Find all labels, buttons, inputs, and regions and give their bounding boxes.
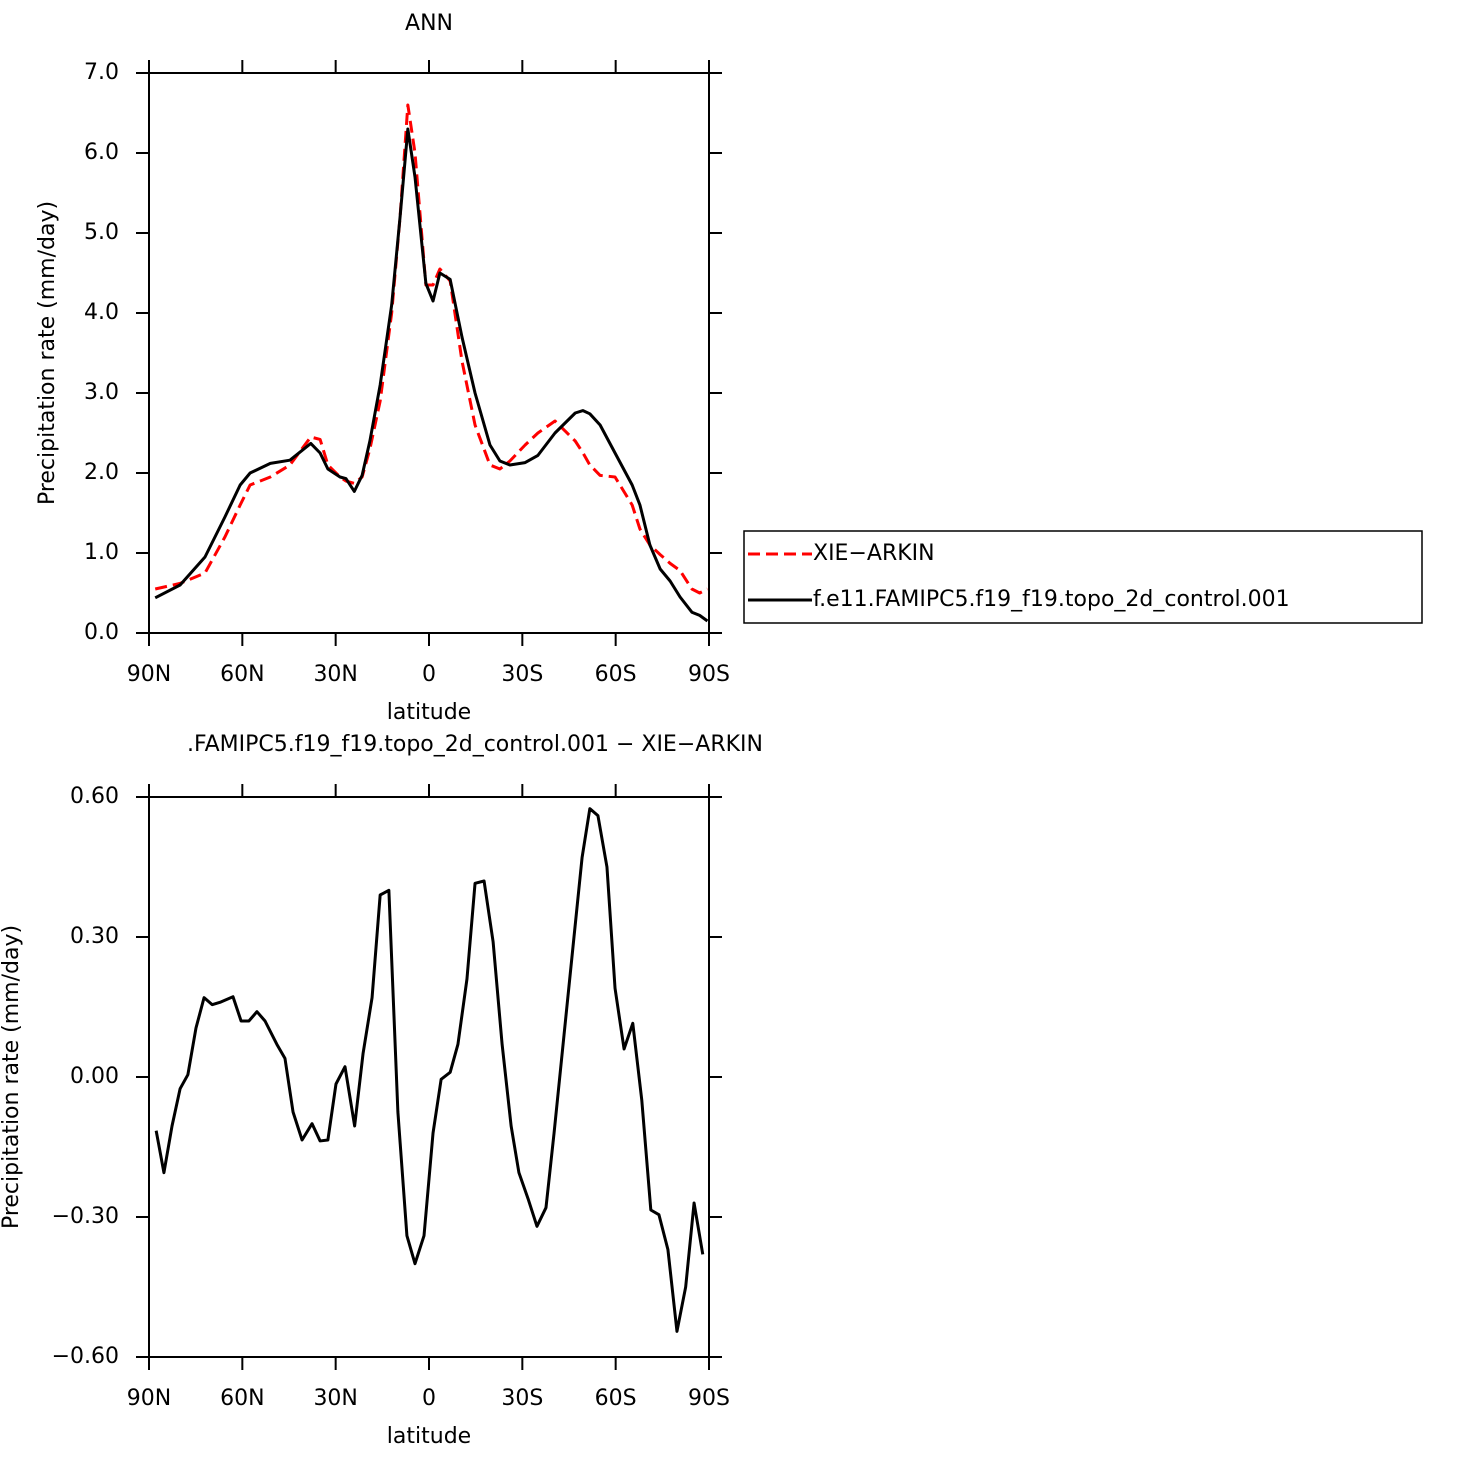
x-tick-label: 90N: [127, 1386, 171, 1411]
y-tick-label: 4.0: [84, 300, 119, 325]
legend-box: [743, 530, 1423, 624]
y-tick-label: 1.0: [84, 540, 119, 565]
x-tick-label: 60N: [220, 662, 264, 687]
chart-title: .FAMIPC5.f19_f19.topo_2d_control.001 − X…: [187, 732, 763, 757]
x-tick-label: 30N: [313, 1386, 357, 1411]
y-tick-label: 5.0: [84, 220, 119, 245]
x-tick-label: 90N: [127, 662, 171, 687]
plot-frame: [148, 72, 710, 634]
x-tick-label: 90S: [688, 1386, 730, 1411]
x-tick-label: 30N: [313, 662, 357, 687]
legend-label: f.e11.FAMIPC5.f19_f19.topo_2d_control.00…: [813, 587, 1290, 612]
x-tick-label: 90S: [688, 662, 730, 687]
y-tick-label: 7.0: [84, 60, 119, 85]
y-tick-label: −0.60: [52, 1344, 119, 1369]
plot-frame: [148, 796, 710, 1358]
y-axis-label: Precipitation rate (mm/day): [0, 925, 24, 1229]
x-tick-label: 60S: [595, 662, 637, 687]
x-tick-label: 0: [422, 662, 436, 687]
y-tick-label: 0.00: [70, 1064, 119, 1089]
x-tick-label: 30S: [501, 1386, 543, 1411]
data-line: [154, 127, 709, 623]
x-tick-label: 60N: [220, 1386, 264, 1411]
y-tick-label: 0.60: [70, 784, 119, 809]
x-tick-label: 0: [422, 1386, 436, 1411]
y-tick-label: 2.0: [84, 460, 119, 485]
y-tick-label: 0.0: [84, 620, 119, 645]
x-tick-label: 60S: [595, 1386, 637, 1411]
y-tick-label: 3.0: [84, 380, 119, 405]
y-tick-label: −0.30: [52, 1204, 119, 1229]
x-axis-label: latitude: [387, 700, 471, 725]
x-tick-label: 30S: [501, 662, 543, 687]
y-tick-label: 6.0: [84, 140, 119, 165]
chart-title: ANN: [405, 11, 453, 36]
legend-label: XIE−ARKIN: [813, 541, 935, 566]
y-tick-label: 0.30: [70, 924, 119, 949]
y-axis-label: Precipitation rate (mm/day): [35, 201, 60, 505]
x-axis-label: latitude: [387, 1424, 471, 1449]
data-line: [154, 807, 705, 1333]
data-line: [154, 103, 709, 595]
